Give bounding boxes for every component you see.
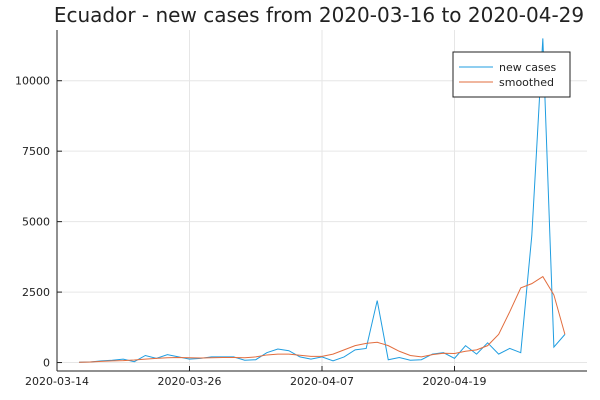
- x-tick-label: 2020-04-19: [423, 375, 487, 388]
- legend: new cases smoothed: [452, 51, 571, 98]
- legend-entry: new cases: [499, 61, 557, 74]
- y-tick-label: 2500: [22, 286, 50, 299]
- y-tick-label: 10000: [15, 75, 50, 88]
- x-tick-label: 2020-04-07: [290, 375, 354, 388]
- y-tick-label: 5000: [22, 216, 50, 229]
- legend-entry: smoothed: [499, 76, 554, 89]
- y-tick-label: 0: [43, 357, 50, 370]
- x-tick-label: 2020-03-26: [158, 375, 222, 388]
- x-tick-label: 2020-03-14: [25, 375, 89, 388]
- legend-box: [452, 51, 571, 98]
- chart-title: Ecuador - new cases from 2020-03-16 to 2…: [54, 3, 584, 27]
- series-lines: [79, 38, 566, 363]
- y-tick-label: 7500: [22, 145, 50, 158]
- axes: 2020-03-14 2020-03-26 2020-04-07 2020-04-19…: [15, 30, 587, 388]
- series-line-smoothed: [79, 275, 566, 363]
